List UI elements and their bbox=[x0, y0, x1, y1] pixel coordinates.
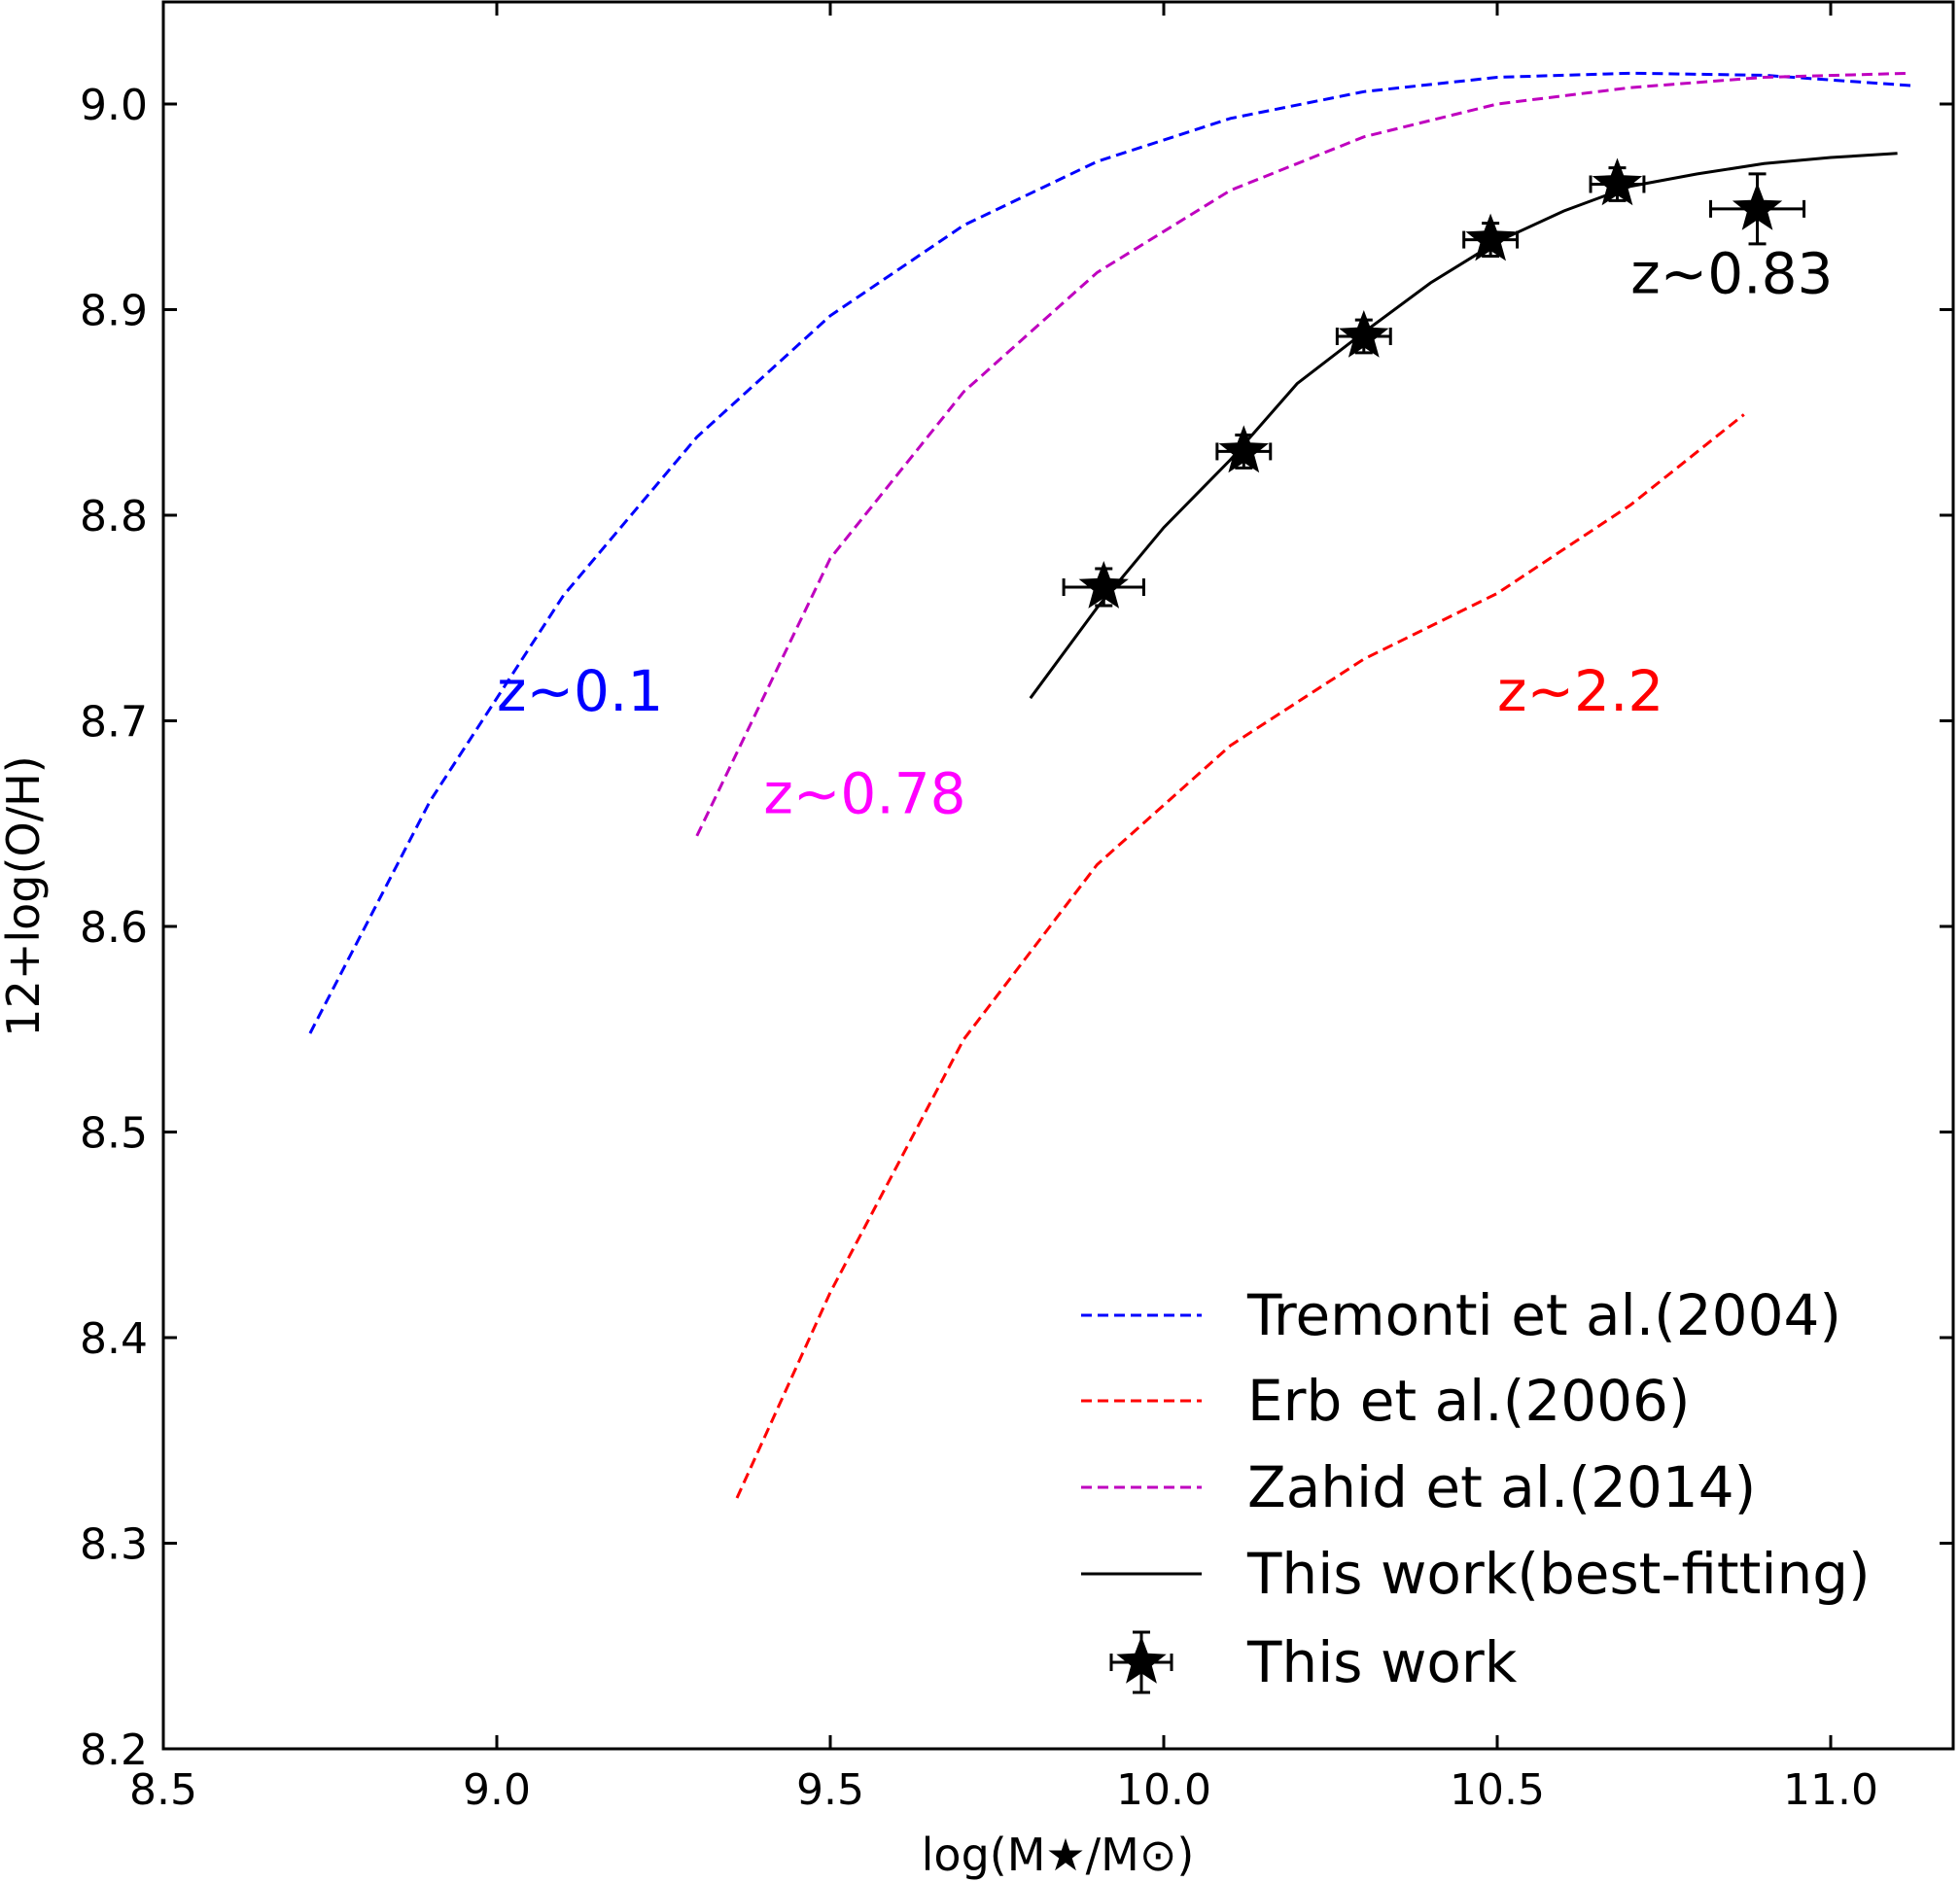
data-point-star bbox=[1465, 213, 1516, 261]
x-axis-label: log(M★/M⊙) bbox=[922, 1829, 1195, 1881]
x-tick-label: 11.0 bbox=[1783, 1765, 1878, 1815]
y-tick-label: 9.0 bbox=[80, 81, 148, 130]
legend-label: This work(best-fitting) bbox=[1246, 1541, 1871, 1607]
x-tick-label: 8.5 bbox=[129, 1765, 197, 1815]
redshift-label: z~0.83 bbox=[1630, 241, 1833, 307]
redshift-label: z~0.1 bbox=[497, 658, 663, 724]
y-axis-label: 12+log(O/H) bbox=[0, 755, 50, 1036]
x-tick-label: 9.0 bbox=[463, 1765, 531, 1815]
series-line bbox=[1029, 152, 1898, 700]
data-points bbox=[1062, 157, 1806, 609]
redshift-label: z~2.2 bbox=[1497, 658, 1663, 724]
y-tick-label: 8.7 bbox=[80, 698, 148, 748]
x-tick-label: 10.0 bbox=[1116, 1765, 1211, 1815]
y-tick-label: 8.4 bbox=[80, 1314, 148, 1364]
x-tick-label: 10.5 bbox=[1450, 1765, 1545, 1815]
annotations: z~0.1 z~0.78 z~2.2 z~0.83 bbox=[497, 241, 1833, 827]
legend-label: Erb et al.(2006) bbox=[1247, 1368, 1691, 1434]
y-tick-label: 8.8 bbox=[80, 492, 148, 541]
x-axis-ticks: 8.5 9.0 9.5 10.0 10.5 11.0 bbox=[129, 2, 1878, 1815]
redshift-label: z~0.78 bbox=[763, 761, 965, 827]
y-tick-label: 8.2 bbox=[80, 1725, 148, 1775]
legend-label: Tremonti et al.(2004) bbox=[1246, 1282, 1841, 1348]
y-tick-label: 8.3 bbox=[80, 1520, 148, 1570]
y-tick-label: 8.5 bbox=[80, 1109, 148, 1159]
data-point-star bbox=[1078, 561, 1129, 609]
data-point-star bbox=[1592, 157, 1643, 206]
y-tick-label: 8.6 bbox=[80, 903, 148, 953]
data-point-star bbox=[1218, 425, 1269, 473]
y-axis-ticks: 8.2 8.3 8.4 8.5 8.6 8.7 8.8 8.9 9.0 bbox=[80, 81, 1953, 1775]
series-line bbox=[735, 413, 1745, 1499]
plot-area bbox=[161, 0, 1955, 1751]
legend-marker-star bbox=[1116, 1636, 1167, 1684]
series-line bbox=[695, 71, 1911, 837]
data-point-star bbox=[1339, 310, 1389, 358]
series-layer bbox=[308, 71, 1911, 1499]
x-tick-label: 9.5 bbox=[796, 1765, 864, 1815]
y-tick-label: 8.9 bbox=[80, 287, 148, 336]
legend: Tremonti et al.(2004) Erb et al.(2006) Zah… bbox=[1081, 1282, 1871, 1695]
legend-label: This work bbox=[1246, 1629, 1518, 1695]
data-point-star bbox=[1732, 182, 1783, 230]
legend-label: Zahid et al.(2014) bbox=[1247, 1454, 1756, 1520]
